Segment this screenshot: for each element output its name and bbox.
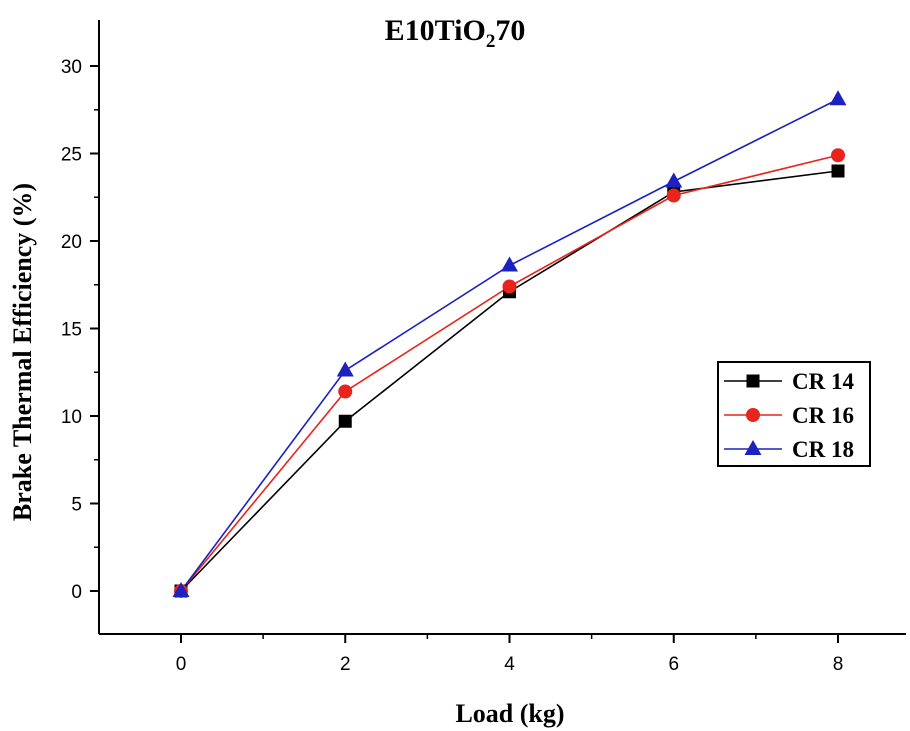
data-point-cr-14	[831, 164, 845, 178]
legend: CR 14 CR 16 CR 18	[717, 361, 871, 467]
legend-marker-cr-14	[746, 374, 760, 388]
data-point-cr-18	[501, 256, 518, 272]
x-tick-label: 8	[833, 654, 844, 675]
y-tick-label: 25	[61, 145, 82, 166]
y-ticks: 0 5 10 15 20 25 30	[61, 57, 99, 603]
data-point-cr-18	[665, 172, 683, 188]
data-point-cr-18	[829, 90, 847, 106]
data-point-cr-16	[502, 279, 517, 294]
x-tick-label: 0	[176, 654, 187, 675]
legend-marker-cr-16	[746, 408, 760, 422]
data-point-cr-16	[338, 384, 353, 399]
data-point-cr-16	[831, 148, 845, 163]
y-tick-label: 30	[61, 57, 82, 78]
y-tick-label: 0	[71, 582, 82, 603]
x-tick-label: 2	[340, 654, 351, 675]
legend-label-cr-14: CR 14	[792, 369, 854, 394]
y-tick-label: 20	[61, 232, 82, 253]
chart-title-suffix: 70	[495, 14, 525, 47]
x-axis-label: Load (kg)	[455, 699, 564, 728]
data-point-cr-14	[338, 414, 352, 428]
y-tick-label: 5	[71, 495, 82, 516]
chart-title: E10TiO270	[385, 14, 526, 52]
series-line-cr-18	[180, 98, 839, 592]
data-point-cr-18	[336, 361, 354, 377]
x-ticks: 0 2 4 6 8	[176, 634, 844, 675]
chart-title-main: E10TiO	[385, 14, 486, 47]
series-lines	[180, 98, 839, 592]
x-tick-label: 4	[504, 654, 515, 675]
legend-label-cr-16: CR 16	[792, 403, 854, 428]
data-point-cr-18	[172, 582, 190, 597]
y-tick-label: 15	[61, 320, 82, 341]
axes	[98, 20, 906, 635]
y-axis-label: Brake Thermal Efficiency (%)	[8, 183, 37, 521]
y-tick-label: 10	[61, 407, 82, 428]
x-tick-label: 6	[668, 654, 679, 675]
series-markers	[172, 90, 847, 598]
legend-marker-cr-18	[744, 440, 762, 455]
data-point-cr-16	[666, 188, 681, 203]
legend-label-cr-18: CR 18	[792, 437, 854, 462]
chart-title-subscript: 2	[486, 31, 496, 52]
